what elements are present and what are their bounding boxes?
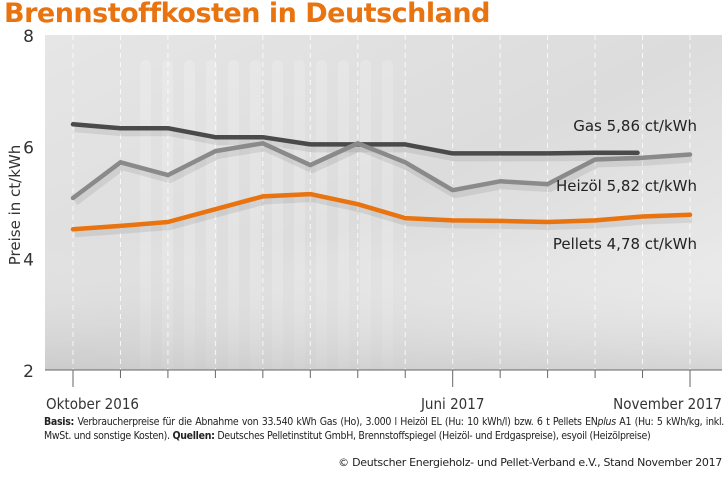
series-line-pellets bbox=[70, 191, 693, 232]
x-tick-label: Juni 2017 bbox=[420, 395, 484, 413]
series-label: Gas 5,86 ct/kWh bbox=[573, 117, 697, 135]
series-label: Heizöl 5,82 ct/kWh bbox=[556, 177, 697, 195]
chart-title: Brennstoffkosten in Deutschland bbox=[4, 0, 490, 29]
series-shadow bbox=[72, 142, 693, 206]
sources-text: Deutsches Pelletinstitut GmbH, Brennstof… bbox=[214, 430, 651, 442]
line-chart: 2 4 6 8 Preise in ct/kWh Oktober 2016 Juni 201… bbox=[6, 27, 722, 413]
copyright: © Deutscher Energieholz- und Pellet-Verb… bbox=[338, 456, 722, 469]
y-tick-label: 4 bbox=[23, 250, 34, 270]
basis-label: Basis: bbox=[44, 416, 75, 428]
enplus-italic: plus bbox=[597, 416, 617, 428]
x-tick-label: Oktober 2016 bbox=[46, 395, 139, 413]
series-line-heizöl bbox=[70, 141, 693, 201]
plot-shade bbox=[45, 35, 722, 370]
y-tick-label: 2 bbox=[23, 362, 34, 382]
y-tick-label: 6 bbox=[23, 139, 34, 159]
y-tick-label: 8 bbox=[23, 27, 34, 47]
series-label: Pellets 4,78 ct/kWh bbox=[553, 235, 697, 253]
basis-text-2: A1 (Hu: 5 kWh/kg, inkl. MwSt. und sonsti… bbox=[44, 416, 724, 442]
x-tick-label: November 2017 bbox=[613, 395, 722, 413]
series-shadow bbox=[74, 124, 640, 162]
y-axis-label: Preise in ct/kWh bbox=[6, 145, 24, 265]
sources-label: Quellen: bbox=[172, 430, 215, 442]
series-shadow bbox=[74, 194, 693, 238]
footnote: Basis: Verbraucherpreise für die Abnahme… bbox=[44, 415, 724, 443]
basis-text: Verbraucherpreise für die Abnahme von 33… bbox=[74, 416, 598, 428]
